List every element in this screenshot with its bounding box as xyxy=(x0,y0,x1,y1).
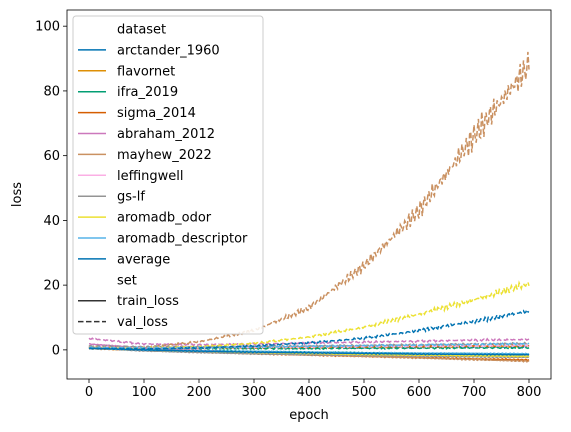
x-tick-label: 800 xyxy=(517,385,542,400)
legend: dataset arctander_1960 flavornet ifra_2019s… xyxy=(72,15,264,335)
y-tick-label: 60 xyxy=(43,149,60,164)
series-line-average-val xyxy=(88,308,530,351)
legend-entry: abraham_2012 xyxy=(117,127,215,142)
x-axis-label: epoch xyxy=(289,408,329,423)
legend-entry: average xyxy=(117,252,170,267)
legend-entry: sigma_2014 xyxy=(117,106,196,121)
legend-entry: train_loss xyxy=(117,294,179,309)
y-tick-label: 100 xyxy=(35,20,60,35)
legend-entry: mayhew_2022 xyxy=(117,148,212,163)
series-line-aromadb_odor-val xyxy=(88,280,530,350)
legend-entry: leffingwell xyxy=(117,169,184,184)
legend-entry: aromadb_descriptor xyxy=(117,232,248,247)
x-tick-label: 200 xyxy=(187,385,212,400)
legend-title-set: set xyxy=(117,273,137,288)
x-tick-label: 700 xyxy=(462,385,487,400)
x-tick-label: 0 xyxy=(85,385,93,400)
axes: 0 100 200 300 400 500 600 700 800 0 20 40 60 80 100 xyxy=(35,20,541,400)
legend-entry: ifra_2019 xyxy=(117,85,178,100)
legend-title-dataset: dataset xyxy=(117,23,166,38)
y-axis-label: loss xyxy=(10,182,25,207)
y-tick-label: 20 xyxy=(43,279,60,294)
y-tick-label: 80 xyxy=(43,84,60,99)
legend-entry: gs-lf xyxy=(117,190,145,205)
x-tick-label: 500 xyxy=(352,385,377,400)
series-line-mayhew_2022-val xyxy=(88,51,530,350)
y-tick-label: 0 xyxy=(52,343,60,358)
legend-entry: val_loss xyxy=(117,315,168,330)
series-line-abraham_2012-val xyxy=(88,337,530,347)
x-tick-label: 600 xyxy=(407,385,432,400)
x-tick-label: 400 xyxy=(297,385,322,400)
legend-entry: flavornet xyxy=(117,64,175,79)
y-tick-label: 40 xyxy=(43,214,60,229)
plot-frame xyxy=(66,9,552,380)
series-line-average-train xyxy=(88,347,530,357)
x-tick-label: 100 xyxy=(132,385,157,400)
legend-entry: arctander_1960 xyxy=(117,43,220,58)
legend-box xyxy=(72,15,264,335)
x-tick-label: 300 xyxy=(242,385,267,400)
legend-entry: aromadb_odor xyxy=(117,211,212,226)
series-line-aromadb_descriptor-val xyxy=(88,342,530,350)
series-layer xyxy=(88,51,530,363)
